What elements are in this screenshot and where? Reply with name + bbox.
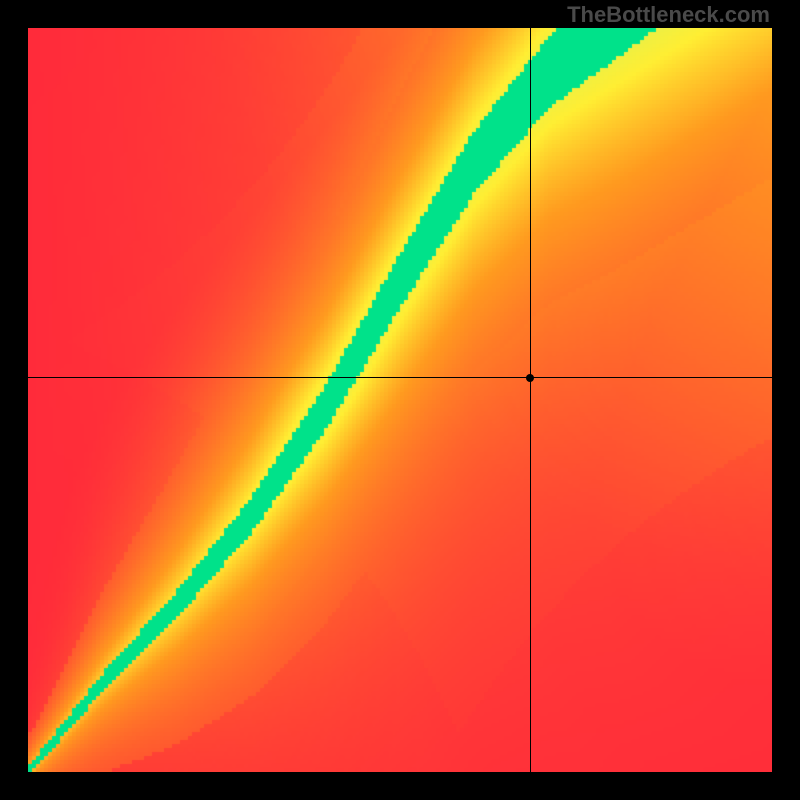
crosshair-vertical — [530, 28, 531, 772]
frame-border-bottom — [0, 772, 800, 800]
frame-border-left — [0, 0, 28, 800]
frame-border-right — [772, 0, 800, 800]
watermark-text: TheBottleneck.com — [567, 2, 770, 28]
crosshair-horizontal — [28, 377, 772, 378]
bottleneck-heatmap — [0, 0, 800, 800]
crosshair-marker — [526, 374, 534, 382]
